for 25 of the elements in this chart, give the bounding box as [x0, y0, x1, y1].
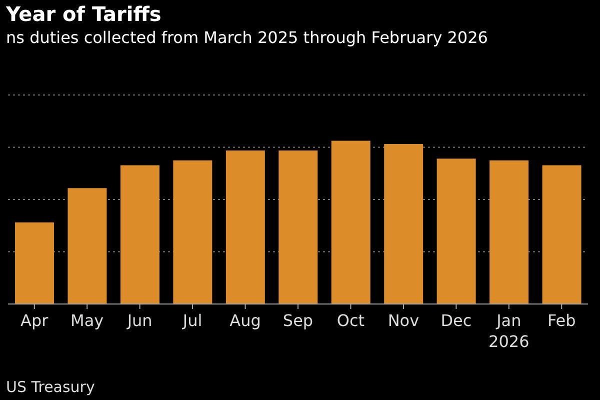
- chart-title: Year of Tariffs: [6, 2, 162, 26]
- chart-subtitle: ns duties collected from March 2025 through February 2026: [6, 28, 488, 47]
- bar: [120, 165, 160, 304]
- x-tick-label: Sep: [282, 311, 314, 330]
- x-tick-label: Jul: [182, 311, 202, 330]
- bar: [173, 160, 212, 304]
- x-tick-label: Dec: [440, 311, 472, 330]
- bar: [278, 150, 318, 304]
- x-tick-label: Jan 2026: [488, 311, 530, 351]
- x-tick-label: Nov: [388, 311, 420, 330]
- bar: [15, 222, 54, 304]
- x-tick-label: Oct: [336, 311, 365, 330]
- bar: [331, 140, 370, 304]
- x-tick-label: Aug: [230, 311, 261, 330]
- bar: [436, 158, 476, 304]
- bar: [490, 160, 529, 304]
- text: US Treasury: [6, 378, 95, 396]
- x-tick-label: May: [70, 311, 104, 330]
- bar: [226, 150, 265, 304]
- bar: [68, 188, 107, 304]
- x-tick-label: Feb: [547, 311, 576, 330]
- x-tick-label: Apr: [20, 311, 49, 330]
- bar: [542, 165, 582, 304]
- x-tick-label: Jun: [126, 311, 152, 330]
- bar: [384, 144, 424, 304]
